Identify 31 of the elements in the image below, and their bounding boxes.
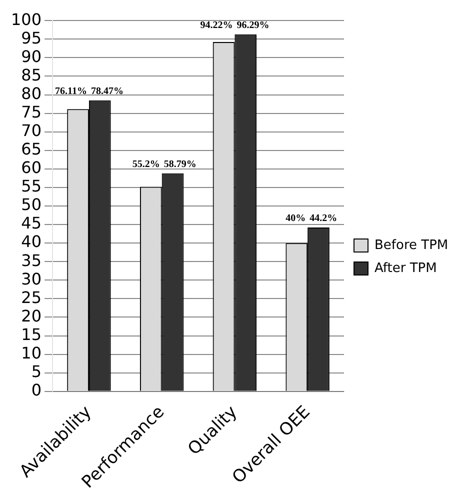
y-tick-label: 75 — [21, 102, 42, 122]
data-label: 44.2% — [310, 213, 338, 224]
y-tick-label: 5 — [31, 362, 42, 382]
data-label: 58.79% — [164, 158, 196, 170]
y-tick-label: 65 — [21, 140, 42, 159]
y-tick-label: 90 — [21, 46, 42, 66]
y-tick-label: 35 — [21, 250, 42, 270]
y-tick-label: 20 — [21, 306, 42, 326]
y-tick-label: 40 — [21, 232, 42, 252]
y-tick-label: 100 — [10, 10, 42, 29]
y-tick-label: 55 — [21, 176, 42, 196]
y-tick-label: 85 — [21, 65, 42, 84]
y-tick-label: 80 — [21, 84, 42, 103]
data-label: 78.47% — [90, 86, 124, 98]
y-tick-label: 30 — [21, 269, 42, 288]
y-tick-label: 95 — [21, 28, 42, 48]
data-label: 55.2% — [132, 158, 160, 170]
y-tick-label: 50 — [21, 195, 42, 214]
y-tick-label: 60 — [21, 158, 42, 178]
data-label: 40% — [286, 213, 306, 224]
data-label: 94.22% — [200, 20, 233, 31]
data-label: 96.29% — [236, 20, 270, 31]
legend-label: After TPM — [374, 260, 437, 276]
y-tick-label: 0 — [31, 380, 42, 400]
data-label: 76.11% — [55, 86, 87, 98]
y-tick-label: 15 — [21, 324, 42, 344]
y-tick-label: 70 — [21, 120, 42, 140]
legend-label: Before TPM — [374, 238, 448, 253]
y-tick-label: 25 — [21, 288, 42, 307]
y-tick-label: 45 — [21, 214, 42, 233]
y-tick-label: 10 — [21, 343, 42, 362]
